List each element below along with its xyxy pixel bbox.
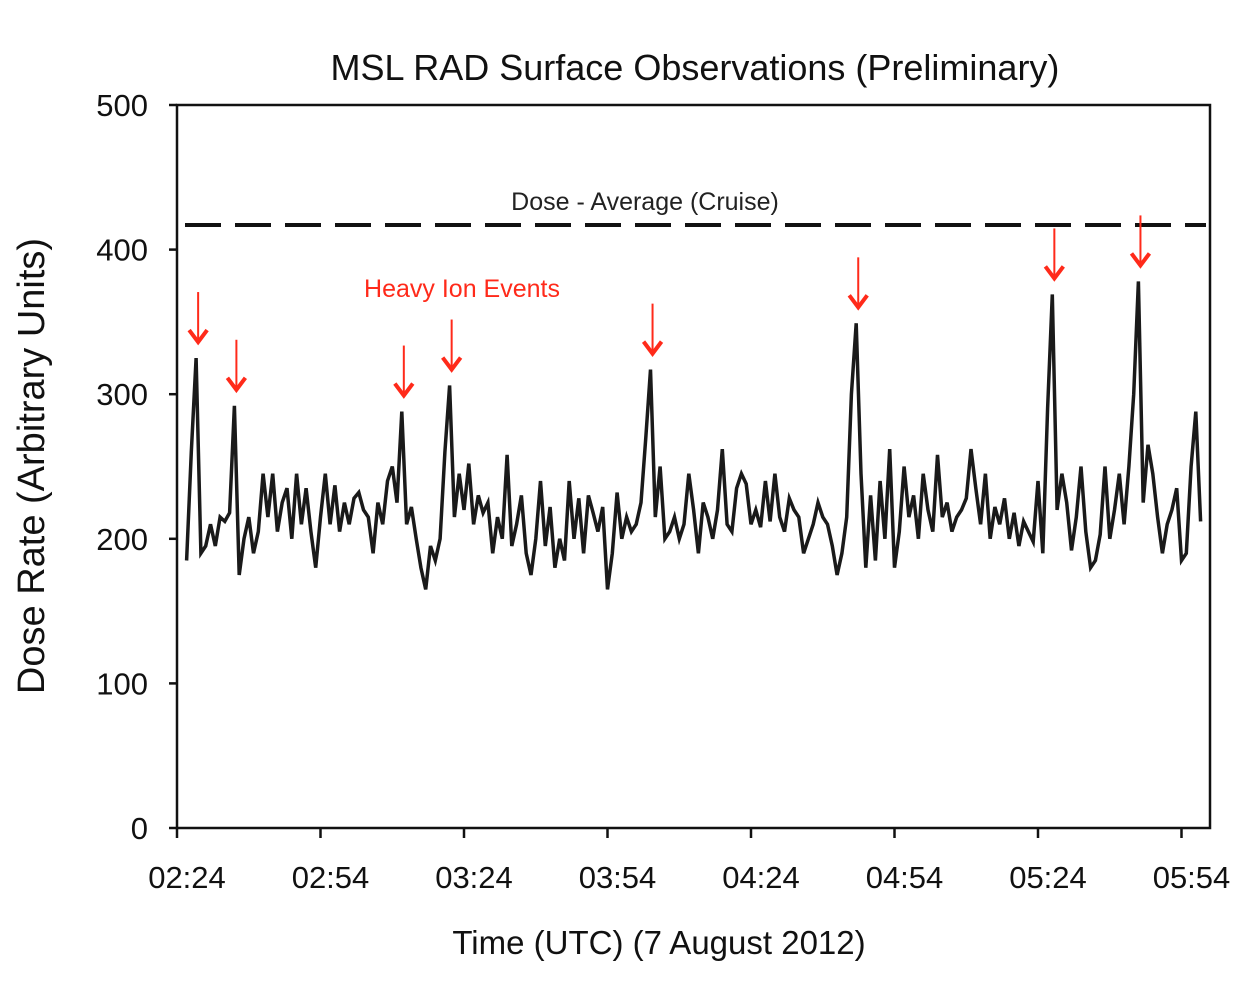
- heavy-ion-event-arrow-icon: [187, 292, 209, 346]
- y-tick-label: 400: [96, 233, 148, 268]
- x-tick-label: 03:24: [435, 860, 513, 895]
- event-arrows: [187, 215, 1152, 399]
- y-tick-label: 500: [96, 88, 148, 123]
- heavy-ion-event-arrow-icon: [441, 319, 463, 373]
- x-tick-label: 02:54: [292, 860, 370, 895]
- heavy-ion-event-arrow-icon: [1129, 215, 1152, 269]
- x-tick-label: 04:24: [722, 860, 800, 895]
- heavy-ion-event-arrow-icon: [1043, 228, 1065, 282]
- x-axis-label: Time (UTC) (7 August 2012): [452, 924, 865, 961]
- x-tick-label: 04:54: [866, 860, 944, 895]
- y-axis-label: Dose Rate (Arbitrary Units): [11, 238, 53, 694]
- heavy-ion-event-arrow-icon: [393, 345, 415, 399]
- x-axis: 02:24 02:54 03:24 03:54 04:24 04:54 05:24 05:54: [148, 828, 1230, 895]
- plot-frame: [175, 103, 1212, 830]
- y-tick-label: 300: [96, 377, 148, 412]
- y-tick-label: 100: [96, 666, 148, 701]
- heavy-ion-event-arrow-icon: [225, 339, 247, 394]
- cruise-average-label: Dose - Average (Cruise): [511, 188, 779, 216]
- heavy-ion-event-arrow-icon: [641, 303, 664, 357]
- x-tick-label: 03:54: [579, 860, 657, 895]
- dose-rate-series-line: [184, 281, 1203, 590]
- y-tick-label: 0: [131, 811, 148, 846]
- y-axis: 0 100 200 300 400 500: [96, 88, 177, 846]
- x-tick-label: 05:54: [1153, 860, 1231, 895]
- heavy-ion-event-arrow-icon: [847, 257, 869, 311]
- heavy-ion-events-label: Heavy Ion Events: [364, 275, 560, 303]
- y-tick-label: 200: [96, 522, 148, 557]
- x-tick-label: 05:24: [1009, 860, 1087, 895]
- x-tick-label: 02:24: [148, 860, 226, 895]
- chart-title: MSL RAD Surface Observations (Preliminar…: [331, 47, 1060, 88]
